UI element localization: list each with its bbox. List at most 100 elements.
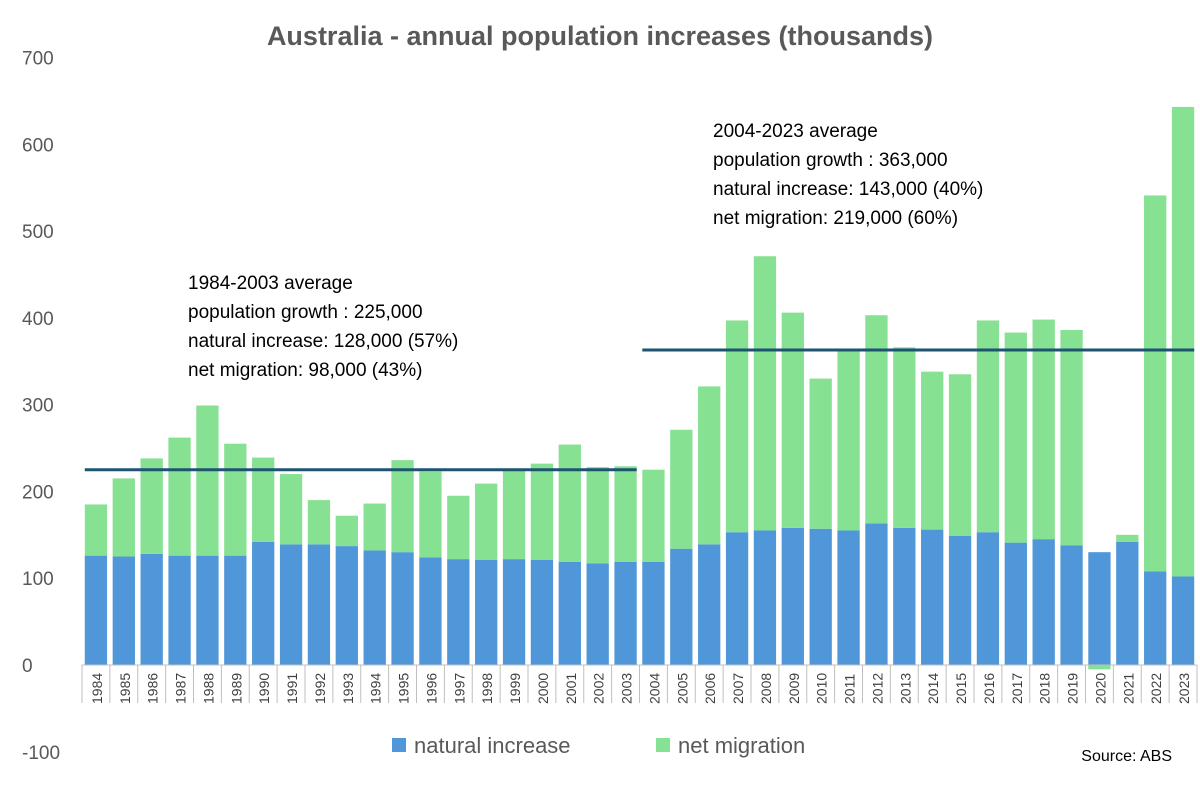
x-tick-label: 1987 <box>173 673 189 704</box>
x-tick-label: 1996 <box>423 673 439 704</box>
annotation-line: population growth : 363,000 <box>713 150 948 171</box>
x-tick-label: 2023 <box>1176 673 1192 704</box>
bar-natural-increase-1994 <box>363 550 386 665</box>
x-tick-label: 2007 <box>730 673 746 704</box>
bar-net-migration-2006 <box>698 386 721 545</box>
bar-natural-increase-1987 <box>168 555 191 665</box>
x-tick-label: 2001 <box>563 673 579 704</box>
bar-net-migration-2003 <box>614 466 637 562</box>
bar-net-migration-1984 <box>84 504 108 556</box>
legend-swatch-net-migration <box>656 738 670 752</box>
bar-net-migration-1985 <box>112 478 135 557</box>
x-tick-label: 1994 <box>368 673 384 704</box>
bar-net-migration-2020 <box>1088 665 1111 670</box>
x-tick-label: 2004 <box>646 673 662 704</box>
bar-natural-increase-2010 <box>809 528 832 665</box>
bar-net-migration-1991 <box>279 474 303 545</box>
x-tick-label: 2002 <box>591 673 607 704</box>
bar-net-migration-1989 <box>224 443 247 556</box>
y-tick-label: 200 <box>22 482 54 503</box>
x-tick-label: 2003 <box>619 673 635 704</box>
bar-net-migration-2019 <box>1060 329 1083 546</box>
bar-net-migration-1996 <box>419 471 442 558</box>
bar-net-migration-2018 <box>1032 319 1055 540</box>
bar-net-migration-2005 <box>670 429 693 549</box>
bar-net-migration-2000 <box>530 463 554 560</box>
bar-natural-increase-1997 <box>447 559 470 665</box>
legend-label: natural increase <box>414 733 571 758</box>
bar-net-migration-2013 <box>893 347 916 528</box>
annotations: 1984-2003 average population growth : 225… <box>188 121 983 381</box>
annotation-line: natural increase: 143,000 (40%) <box>713 179 983 200</box>
bar-net-migration-2023 <box>1171 106 1195 577</box>
x-tick-label: 2016 <box>981 673 997 704</box>
y-tick-label: 700 <box>22 48 54 69</box>
bar-net-migration-2011 <box>837 349 860 531</box>
bar-net-migration-2014 <box>921 371 944 530</box>
bar-net-migration-1994 <box>363 503 386 551</box>
annotation-line: 2004-2023 average <box>713 121 878 142</box>
x-tick-label: 2008 <box>758 673 774 704</box>
bar-net-migration-1999 <box>502 470 526 560</box>
bar-net-migration-2008 <box>753 256 777 531</box>
bar-natural-increase-2005 <box>670 548 693 665</box>
bar-natural-increase-2016 <box>976 532 1000 665</box>
bar-net-migration-1997 <box>447 495 470 560</box>
bar-net-migration-1993 <box>335 515 358 547</box>
y-tick-label: 500 <box>22 222 54 243</box>
legend-swatch-natural-increase <box>392 738 406 752</box>
bar-natural-increase-1998 <box>475 559 498 665</box>
annotation-line: 1984-2003 average <box>188 273 353 294</box>
bar-natural-increase-2017 <box>1004 542 1027 665</box>
bar-natural-increase-1991 <box>279 544 303 665</box>
y-tick-label: 0 <box>22 656 33 677</box>
source-note: Source: ABS <box>1081 748 1172 765</box>
x-tick-label: 2017 <box>1009 673 1025 704</box>
bar-net-migration-2017 <box>1004 332 1027 543</box>
bar-natural-increase-1984 <box>84 555 108 665</box>
bar-natural-increase-1986 <box>140 553 163 665</box>
legend-label: net migration <box>678 733 805 758</box>
chart-title: Australia - annual population increases … <box>267 21 933 51</box>
bar-natural-increase-2007 <box>725 532 749 665</box>
x-tick-label: 1986 <box>145 673 161 704</box>
x-tick-label: 2022 <box>1148 673 1164 704</box>
x-tick-label: 2012 <box>869 673 885 704</box>
bar-natural-increase-2021 <box>1116 541 1139 665</box>
x-tick-label: 2013 <box>897 673 913 704</box>
x-tick-label: 2014 <box>925 673 941 704</box>
bar-net-migration-1988 <box>196 405 219 556</box>
x-tick-label: 1997 <box>451 673 467 704</box>
x-tick-label: 1984 <box>89 673 105 704</box>
bar-natural-increase-2012 <box>865 523 888 665</box>
y-tick-label: 600 <box>22 135 54 156</box>
bar-net-migration-1986 <box>140 458 163 554</box>
bar-net-migration-2016 <box>976 320 1000 533</box>
bar-natural-increase-1993 <box>335 546 358 665</box>
x-tick-label: 1988 <box>200 673 216 704</box>
x-tick-label: 2021 <box>1120 673 1136 704</box>
bar-natural-increase-1990 <box>252 541 275 665</box>
bar-natural-increase-1989 <box>224 555 247 665</box>
x-tick-label: 1989 <box>228 673 244 704</box>
bar-net-migration-2007 <box>725 320 749 533</box>
bar-natural-increase-2019 <box>1060 545 1083 665</box>
bar-natural-increase-2003 <box>614 561 637 665</box>
bar-net-migration-1990 <box>252 457 275 542</box>
reference-lines <box>84 348 1195 472</box>
annotation-line: net migration: 98,000 (43%) <box>188 360 422 381</box>
bar-natural-increase-2008 <box>753 530 777 665</box>
bar-natural-increase-1996 <box>419 557 442 665</box>
bar-net-migration-2015 <box>948 374 972 536</box>
bar-natural-increase-1985 <box>112 556 135 665</box>
bar-natural-increase-1988 <box>196 555 219 665</box>
bar-natural-increase-2000 <box>530 559 554 665</box>
x-tick-label: 1991 <box>284 673 300 704</box>
x-tick-label: 1992 <box>312 673 328 704</box>
x-tick-label: 1993 <box>340 673 356 704</box>
annotation-line: net migration: 219,000 (60%) <box>713 208 958 229</box>
bar-net-migration-1998 <box>475 483 498 560</box>
bar-natural-increase-2020 <box>1088 552 1111 665</box>
bar-natural-increase-2002 <box>586 563 609 665</box>
annotation-line: population growth : 225,000 <box>188 302 423 323</box>
